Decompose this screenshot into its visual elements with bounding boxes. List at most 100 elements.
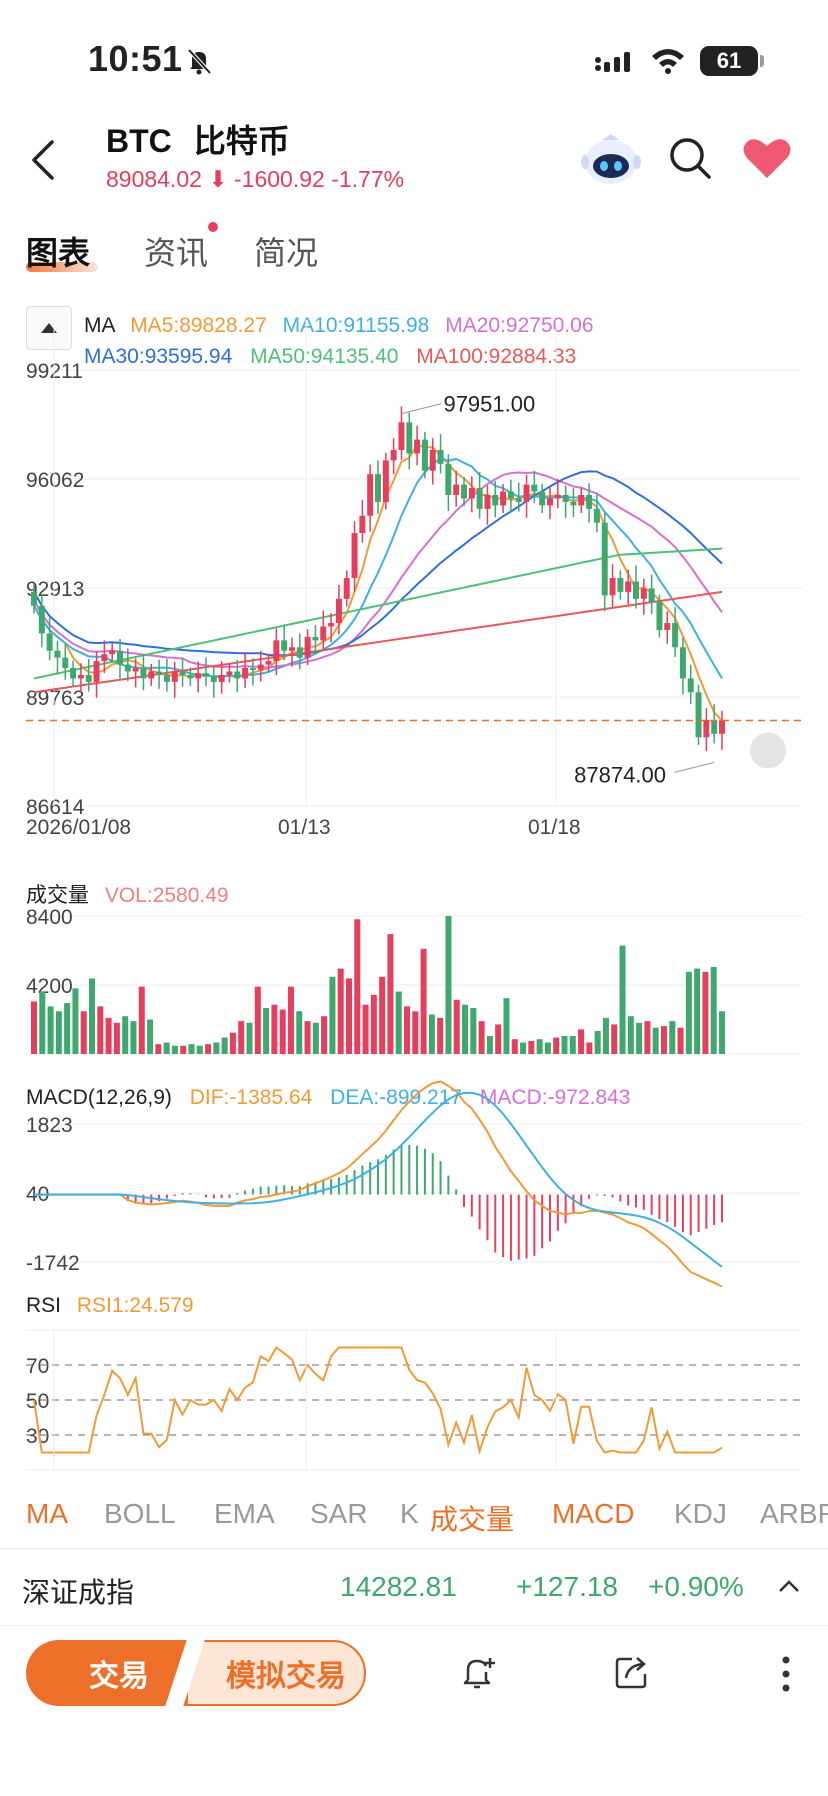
ind-tab-kdj[interactable]: KDJ — [674, 1498, 727, 1529]
status-time: 10:51 — [88, 38, 183, 79]
tab-overview[interactable]: 简况 — [254, 235, 319, 271]
volume-bar — [279, 1009, 286, 1054]
ind-tab-k[interactable]: K — [400, 1498, 419, 1529]
volume-bar — [470, 1008, 477, 1054]
candle-body — [578, 494, 585, 506]
candle-body — [265, 661, 272, 665]
share-icon[interactable] — [612, 1652, 652, 1692]
candle-body — [421, 439, 428, 471]
ind-tab-ema[interactable]: EMA — [214, 1498, 275, 1529]
candle-body — [648, 588, 655, 603]
volume-bar — [163, 1042, 170, 1054]
volume-value: VOL:2580.49 — [104, 884, 229, 907]
tab-bar: 图表 资讯 简况 — [26, 228, 426, 278]
robot-assistant-icon[interactable] — [578, 132, 644, 188]
candle-body — [679, 647, 686, 679]
candle-body — [406, 422, 413, 454]
candle-body — [633, 581, 639, 599]
macd-axis-label: -1742 — [26, 1252, 80, 1275]
volume-bar — [420, 948, 427, 1054]
candle-body — [461, 484, 467, 499]
collapse-button[interactable] — [26, 306, 72, 350]
ma-label: MA — [84, 314, 115, 337]
ind-tab-arbr[interactable]: ARBR — [760, 1498, 828, 1529]
volume-bar — [213, 1042, 220, 1054]
volume-bar — [47, 1006, 54, 1054]
ind-tab-volume[interactable]: 成交量 — [430, 1504, 515, 1535]
tab-news[interactable]: 资讯 — [144, 235, 209, 271]
volume-bar — [312, 1022, 319, 1054]
volume-bar — [130, 1021, 137, 1054]
volume-bar — [205, 1044, 212, 1054]
volume-bar — [113, 1022, 120, 1054]
asset-title: BTC 比特币 — [106, 116, 290, 162]
back-arrow-icon[interactable] — [30, 140, 56, 180]
asset-name: 比特币 — [193, 123, 290, 159]
candle-body — [85, 674, 92, 682]
ind-tab-ma[interactable]: MA — [26, 1498, 68, 1529]
candle-body — [249, 668, 256, 671]
price-change: -1600.92 — [234, 166, 325, 192]
candle-body — [484, 494, 491, 509]
alert-bell-icon[interactable] — [458, 1652, 498, 1692]
candle-body — [711, 719, 718, 734]
ind-tab-boll[interactable]: BOLL — [104, 1498, 176, 1529]
candle-body — [593, 508, 600, 523]
simulated-trade-button[interactable]: 模拟交易 — [186, 1640, 366, 1706]
volume-bar — [105, 1017, 112, 1054]
candle-body — [586, 494, 593, 509]
candle-body — [640, 588, 647, 599]
volume-bar — [520, 1042, 527, 1054]
candle-body — [257, 664, 264, 670]
volume-bar — [246, 1022, 253, 1054]
heart-icon[interactable] — [742, 136, 792, 180]
volume-bar — [536, 1039, 543, 1054]
ind-tab-sar[interactable]: SAR — [310, 1498, 368, 1529]
index-ticker[interactable]: 深证成指 14282.81 +127.18 +0.90% — [0, 1548, 828, 1626]
ind-tab-macd[interactable]: MACD — [552, 1498, 635, 1529]
candle-body — [343, 578, 350, 599]
volume-bar — [511, 1039, 518, 1054]
volume-bar — [611, 1024, 618, 1054]
rsi-axis-label: 70 — [26, 1355, 49, 1378]
volume-bar — [171, 1045, 178, 1054]
candle-body — [101, 654, 108, 662]
volume-bar — [229, 1032, 236, 1054]
candle-body — [414, 439, 421, 454]
candle-body — [77, 674, 84, 679]
volume-bar — [644, 1021, 651, 1054]
candle-body — [195, 673, 202, 679]
tab-chart[interactable]: 图表 — [26, 235, 91, 271]
volume-bar — [263, 1008, 270, 1054]
candle-body — [148, 671, 155, 679]
volume-bar — [238, 1021, 245, 1054]
more-vertical-icon[interactable] — [776, 1654, 796, 1694]
candle-body — [382, 460, 389, 502]
price-axis-label: 89763 — [26, 687, 84, 710]
date-axis-label: 01/13 — [278, 816, 331, 839]
price-change-pct: -1.77% — [331, 166, 405, 192]
kline-chart-area[interactable]: 992119606292913897638661497951.0087874.0… — [0, 290, 828, 1490]
fullscreen-icon — [750, 732, 786, 769]
volume-bar — [345, 978, 352, 1054]
search-icon[interactable] — [668, 136, 712, 180]
volume-bar — [544, 1042, 551, 1054]
dea-line — [34, 1091, 723, 1268]
ma10-line — [33, 457, 723, 679]
candle-body — [390, 449, 397, 461]
candle-body — [672, 623, 679, 648]
volume-bar — [412, 1011, 419, 1054]
volume-bar — [254, 986, 261, 1054]
candle-body — [163, 674, 170, 682]
candle-body — [70, 668, 77, 679]
volume-bar — [221, 1037, 228, 1054]
candle-body — [132, 668, 139, 672]
chevron-up-icon[interactable] — [778, 1579, 800, 1593]
cellular-signal-icon — [595, 52, 630, 72]
volume-bar — [337, 968, 344, 1054]
candle-body — [335, 598, 342, 624]
volume-bar — [453, 999, 460, 1054]
low-annotation: 87874.00 — [574, 762, 666, 787]
high-annotation: 97951.00 — [443, 392, 535, 417]
battery-indicator: 61 — [700, 46, 758, 76]
